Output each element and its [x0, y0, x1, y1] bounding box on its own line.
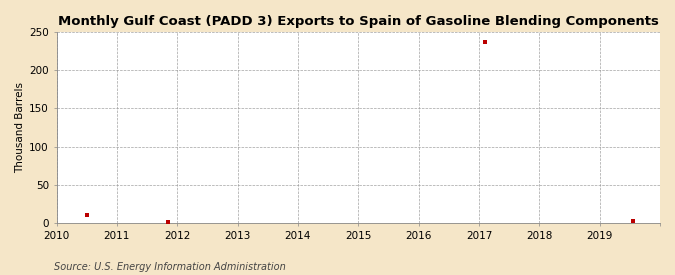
Title: Monthly Gulf Coast (PADD 3) Exports to Spain of Gasoline Blending Components: Monthly Gulf Coast (PADD 3) Exports to S… — [58, 15, 659, 28]
Point — [81, 213, 92, 218]
Y-axis label: Thousand Barrels: Thousand Barrels — [15, 82, 25, 173]
Point — [628, 219, 639, 223]
Point — [480, 40, 491, 44]
Text: Source: U.S. Energy Information Administration: Source: U.S. Energy Information Administ… — [54, 262, 286, 272]
Point — [163, 219, 173, 224]
